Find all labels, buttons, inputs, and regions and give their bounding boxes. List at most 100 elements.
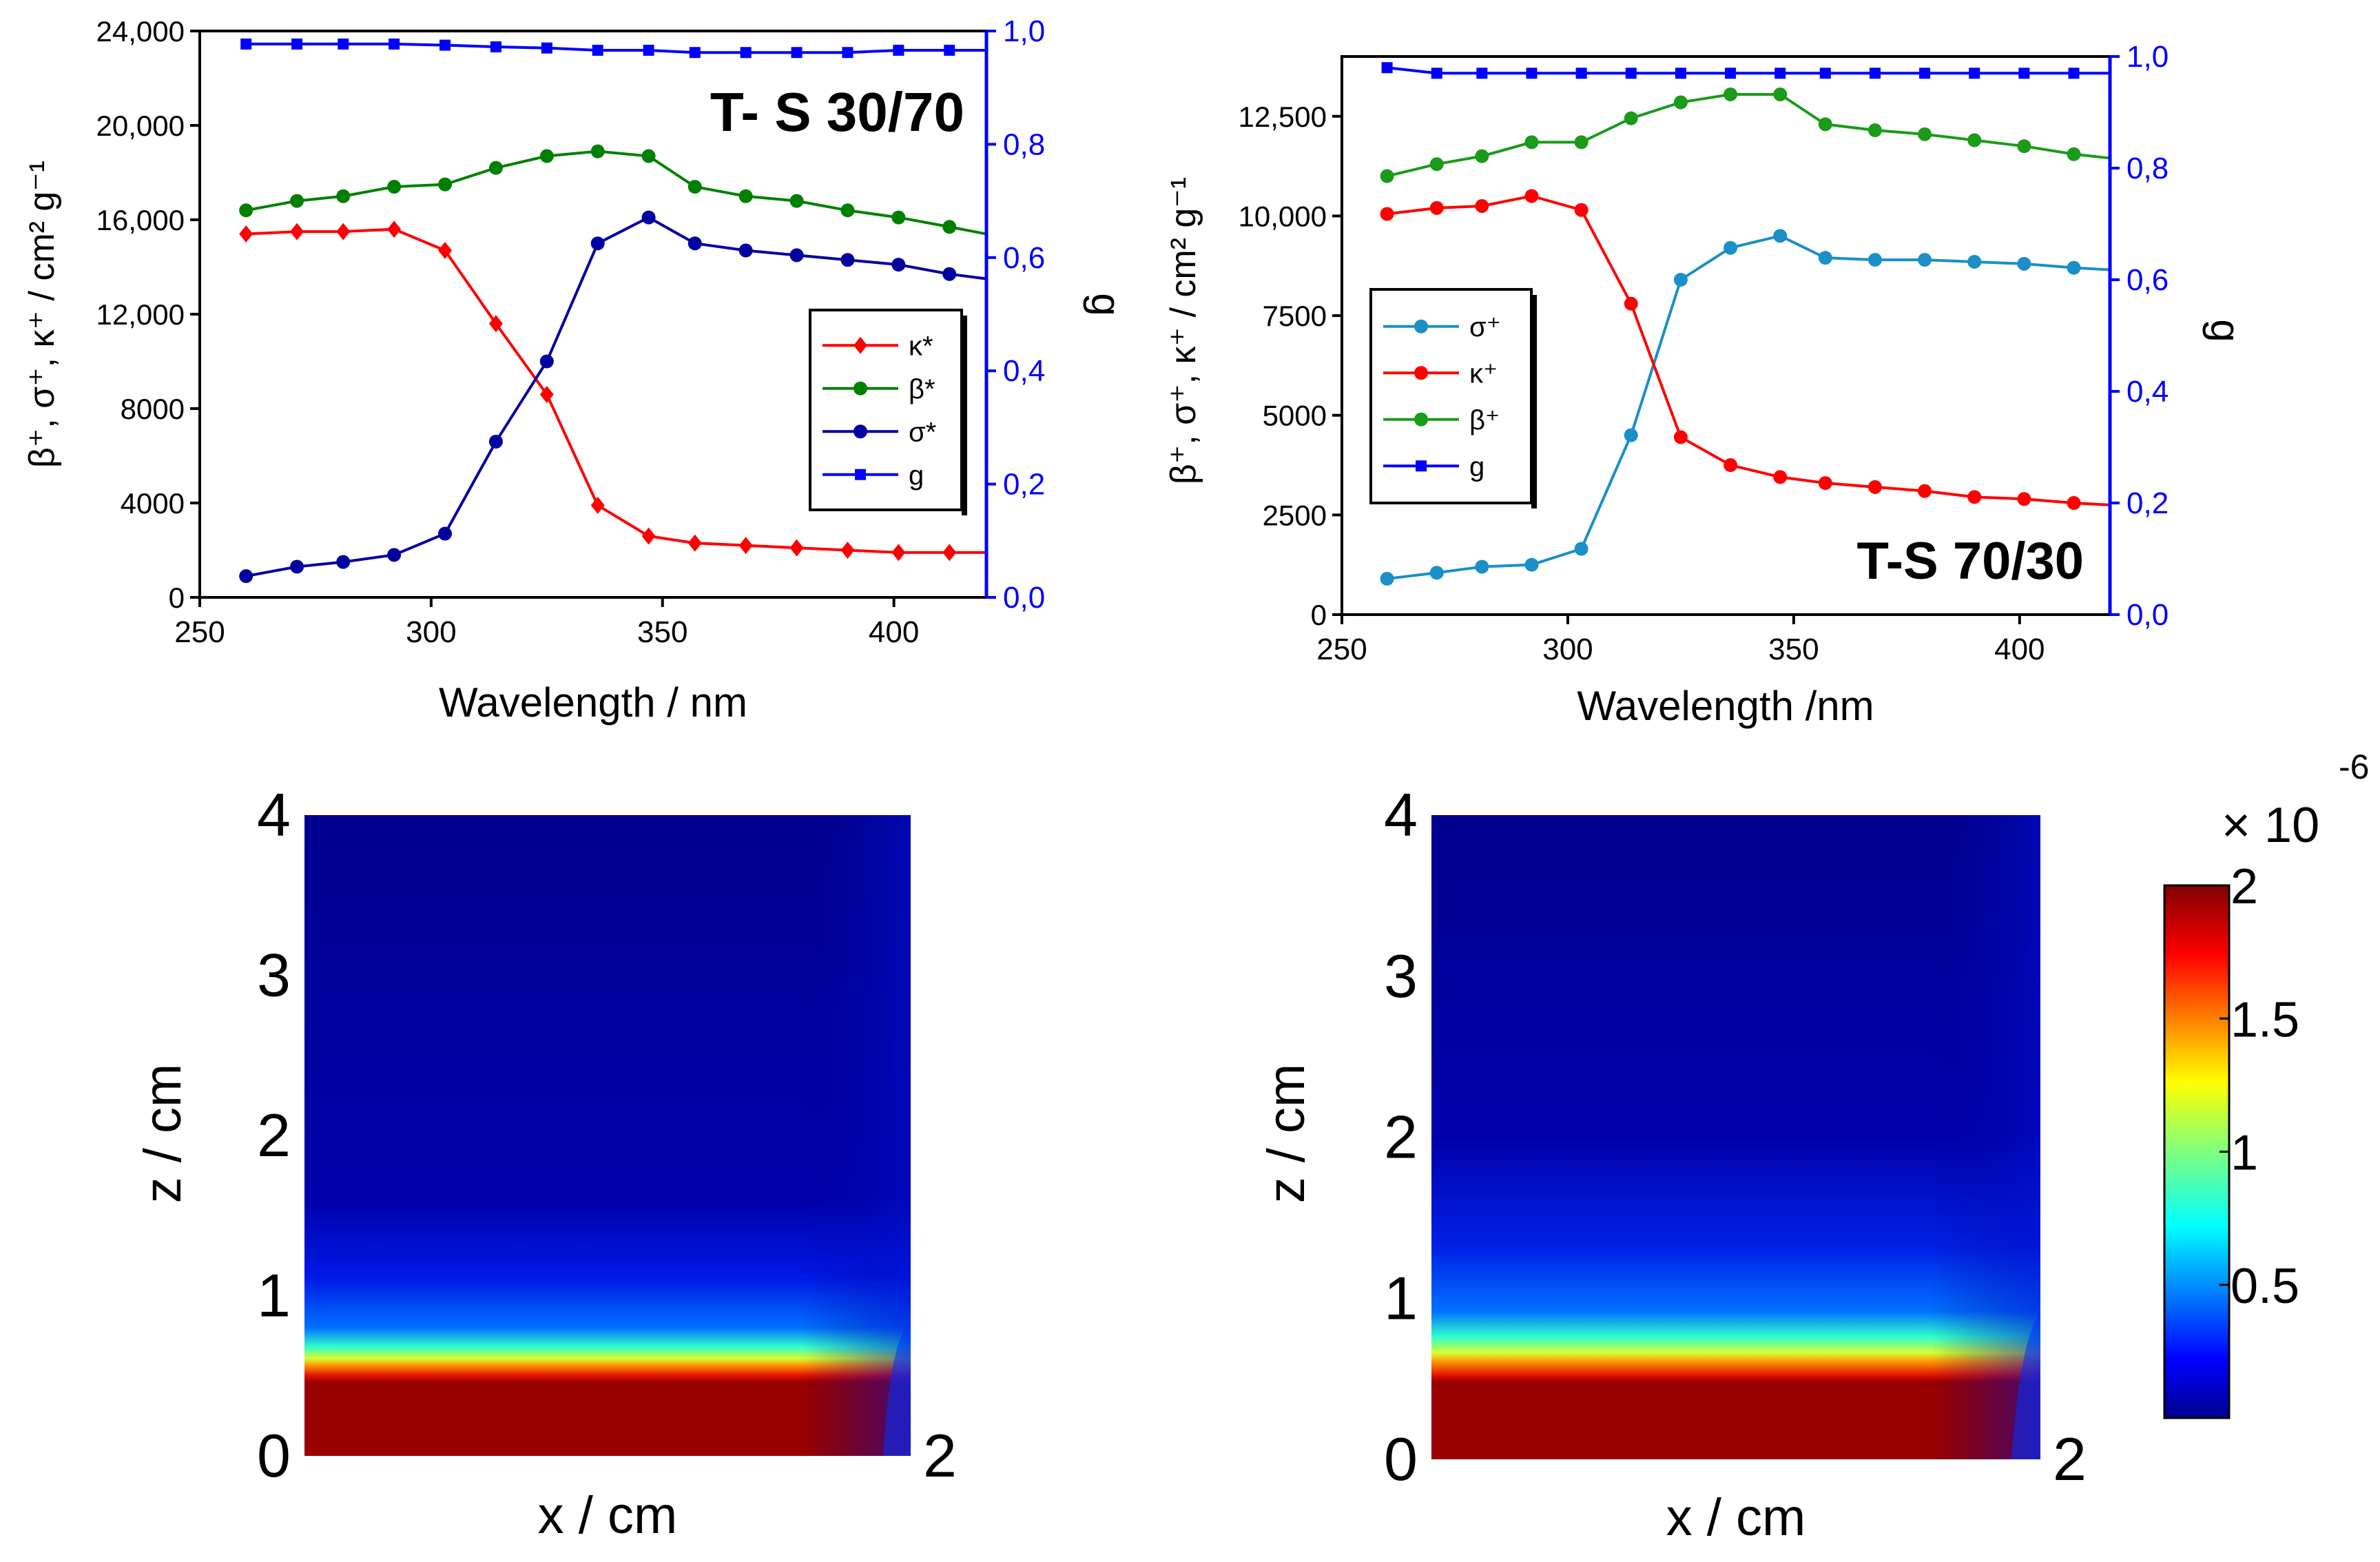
data-point [438, 177, 453, 192]
data-point [387, 220, 402, 238]
x-axis-label: Wavelength / nm [439, 679, 747, 726]
data-point [1429, 566, 1444, 580]
data-point [2067, 496, 2081, 510]
data-point [2017, 256, 2031, 271]
chart-panel-ts-30-70: 250 300 350 40004000800012,00016,00020,0002… [22, 14, 1129, 726]
data-point [439, 39, 451, 51]
x-axis-label: x / cm [1666, 1488, 1806, 1547]
data-point [539, 149, 554, 163]
x-tick-label: 2 [2053, 1425, 2087, 1493]
colorbar-ticks: 0.5 1 1.5 2 [2219, 859, 2299, 1314]
legend-shadow [1531, 295, 1537, 508]
data-point [2017, 139, 2031, 154]
data-point [592, 44, 603, 56]
x-tick-label: 300 [406, 615, 456, 649]
y2-tick-label: 0,0 [1003, 581, 1045, 615]
x-tick-label: 250 [174, 615, 225, 649]
colorbar-tick-label: 0.5 [2231, 1259, 2299, 1314]
data-point [893, 44, 904, 56]
heatmap-edge-shading [304, 815, 911, 1456]
data-point [891, 258, 906, 272]
data-point [1575, 68, 1587, 79]
y-tick-label: 7500 [1263, 300, 1327, 332]
data-point [1818, 251, 1832, 265]
data-point [840, 203, 855, 218]
data-point [1818, 117, 1832, 132]
y2-tick-label: 0,8 [2127, 152, 2169, 185]
legend-swatch-marker [855, 469, 866, 480]
y-tick-label: 16,000 [96, 204, 185, 236]
y2-tick-label: 0,0 [2127, 598, 2169, 632]
y-axis-label: β⁺, σ⁺, κ⁺ / cm² g⁻¹ [1163, 177, 1203, 484]
data-point [942, 267, 957, 281]
legend-swatch-marker [1414, 366, 1428, 380]
data-point [1574, 203, 1589, 217]
data-point [438, 242, 453, 260]
data-point [239, 225, 253, 243]
data-point [488, 434, 503, 449]
data-point [1380, 207, 1394, 221]
data-point [840, 542, 855, 559]
z-tick-label: 1 [257, 1262, 291, 1330]
data-point [1429, 157, 1444, 172]
data-point [687, 534, 702, 552]
data-point [1724, 240, 1738, 255]
data-point [2017, 492, 2031, 506]
data-point [738, 537, 753, 555]
data-point [944, 44, 955, 56]
data-point [942, 220, 957, 234]
data-point [336, 223, 351, 240]
data-point [1675, 68, 1686, 79]
y-tick-label: 0 [169, 582, 185, 614]
data-point [290, 223, 304, 240]
y2-tick-label: 0,2 [1003, 468, 1045, 502]
data-point [336, 555, 351, 569]
data-point [1725, 68, 1737, 79]
data-point [590, 496, 605, 514]
y2-tick-label: 0,4 [2127, 375, 2169, 409]
legend: σ⁺ κ⁺ β⁺ g [1369, 288, 1537, 508]
heatmap-panel-left: 0 1 2 3 4 2 x / cm z / cm [134, 781, 957, 1545]
data-point [590, 144, 605, 158]
data-point [689, 47, 701, 59]
data-point [641, 527, 656, 545]
legend-label: β* [909, 374, 935, 404]
data-point [1969, 68, 1980, 79]
heatmap-edge-falloff [883, 1316, 911, 1456]
data-point [789, 539, 804, 557]
data-point [1475, 149, 1489, 163]
data-point [389, 38, 400, 50]
x-tick-label: 250 [1316, 633, 1367, 666]
data-point [1918, 127, 1932, 141]
data-point [643, 44, 654, 56]
colorbar-tick-label: 2 [2231, 859, 2258, 914]
y-tick-label: 10,000 [1239, 200, 1327, 232]
data-point [1919, 68, 1931, 79]
legend-label: g [909, 460, 924, 491]
y2-tick-label: 0,4 [1003, 354, 1045, 388]
data-point [1381, 62, 1393, 74]
data-point [1624, 111, 1638, 125]
z-tick-label: 4 [257, 781, 291, 849]
data-point [539, 385, 554, 403]
data-point [641, 149, 656, 163]
y2-tick-label: 1,0 [1003, 14, 1045, 48]
data-point [1380, 571, 1394, 586]
legend-swatch-marker [1414, 412, 1428, 427]
data-point [687, 180, 702, 194]
data-point [738, 243, 753, 258]
legend-label: κ⁺ [1469, 358, 1498, 389]
data-point [488, 315, 503, 333]
y-tick-label: 2500 [1263, 499, 1327, 531]
legend-label: σ* [909, 417, 936, 447]
data-point [1867, 480, 1882, 494]
panel-label: T- S 30/70 [710, 81, 964, 143]
panel-label: T-S 70/30 [1856, 532, 2084, 590]
data-point [1673, 95, 1688, 110]
data-point [789, 194, 804, 208]
data-point [2018, 68, 2030, 79]
y2-tick-label: 0,2 [2127, 486, 2169, 520]
data-point [2067, 260, 2081, 275]
data-point [539, 354, 554, 369]
colorbar-multiplier: × 10 [2222, 798, 2319, 853]
